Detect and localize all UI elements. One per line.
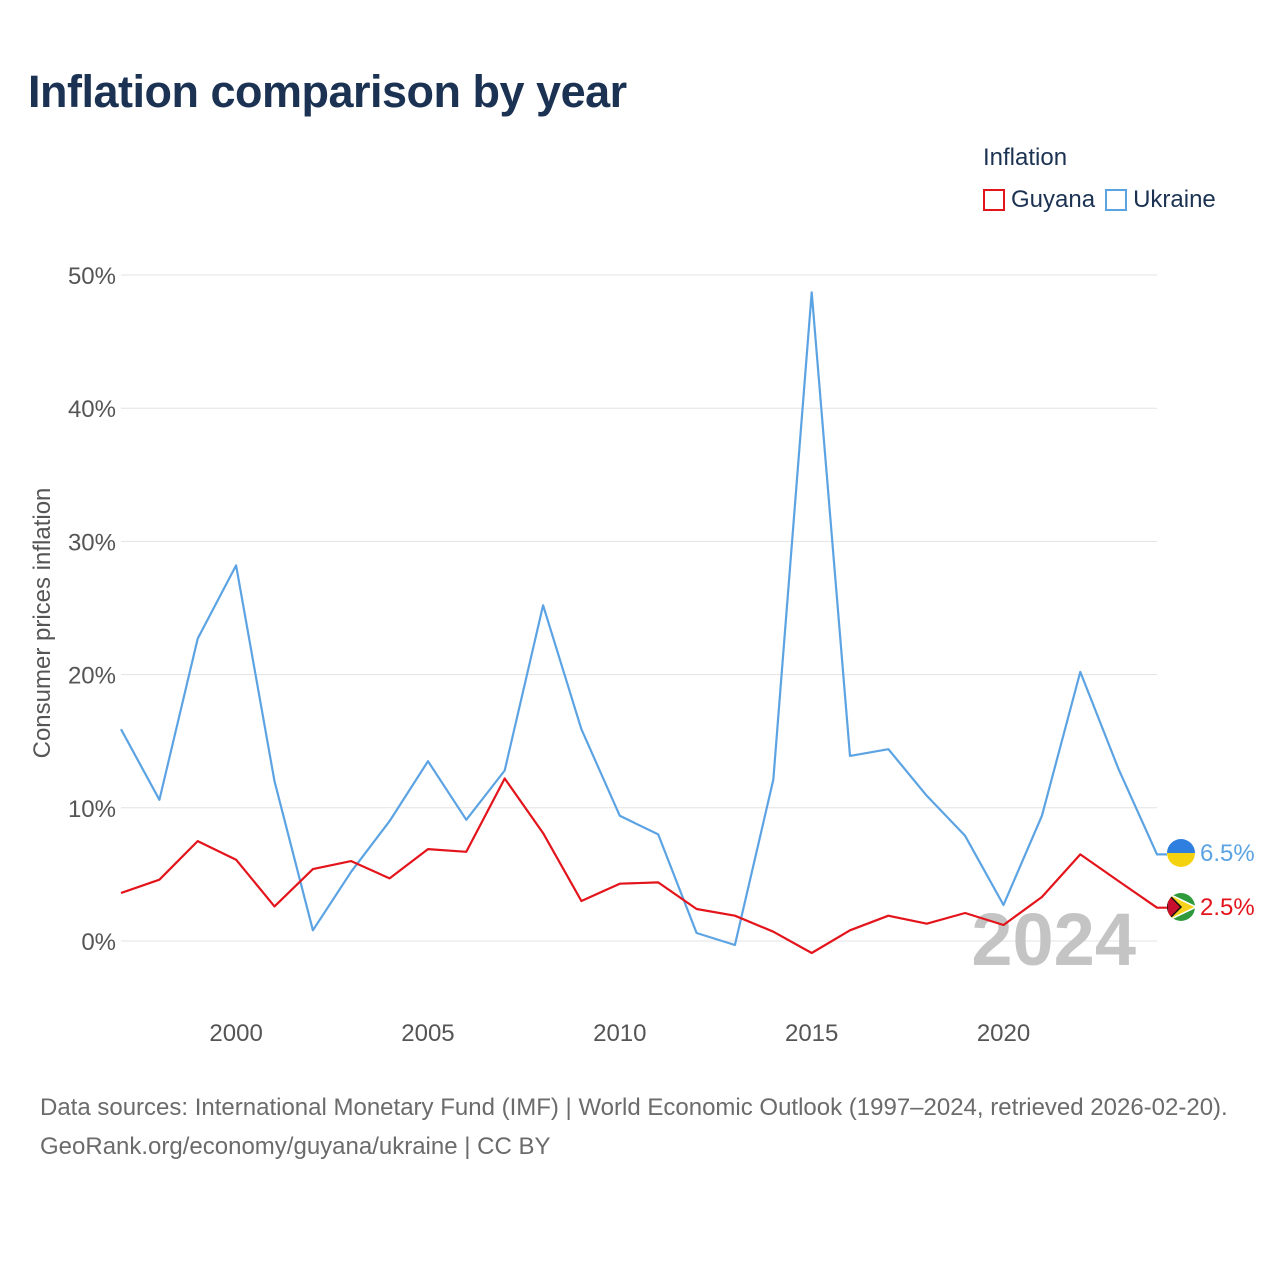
chart-title: Inflation comparison by year — [28, 66, 627, 117]
legend-label-ukraine: Ukraine — [1133, 186, 1216, 213]
x-tick-label: 2010 — [593, 1020, 646, 1047]
gridlines — [121, 274, 1157, 942]
legend-swatch-guyana — [983, 189, 1005, 211]
y-axis-ticks: 0% 10% 20% 30% 40% 50% — [68, 263, 116, 956]
footer: Data sources: International Monetary Fun… — [40, 1088, 1250, 1166]
legend-label-guyana: Guyana — [1011, 186, 1096, 213]
x-axis-ticks: 2000 2005 2010 2015 2020 — [209, 1020, 1030, 1047]
y-axis-label: Consumer prices inflation — [29, 488, 56, 759]
y-tick-label: 20% — [68, 663, 116, 690]
series-line-ukraine[interactable] — [120, 291, 1167, 947]
legend-item-guyana[interactable]: Guyana — [983, 186, 1095, 214]
guyana-flag-icon — [1167, 893, 1195, 921]
y-tick-label: 0% — [81, 929, 116, 956]
inflation-line-chart: 0% 10% 20% 30% 40% 50% 2000 2005 2010 2015 2020 C… — [29, 263, 1255, 1047]
y-tick-label: 40% — [68, 396, 116, 423]
x-tick-label: 2020 — [977, 1020, 1030, 1047]
legend-title: Inflation — [983, 144, 1068, 171]
data-source-note: Data sources: International Monetary Fun… — [40, 1094, 1228, 1121]
year-watermark: 2024 — [971, 898, 1136, 981]
legend-swatch-ukraine — [1105, 189, 1128, 211]
y-tick-label: 10% — [68, 796, 116, 823]
ukraine-flag-icon — [1167, 839, 1195, 867]
y-tick-label: 50% — [68, 263, 116, 290]
series-line-guyana[interactable] — [120, 777, 1167, 955]
x-tick-label: 2005 — [401, 1020, 454, 1047]
x-tick-label: 2015 — [785, 1020, 838, 1047]
x-tick-label: 2000 — [209, 1020, 262, 1047]
series-end-labels: 6.5% 2.5% — [1200, 840, 1255, 921]
legend-item-ukraine[interactable]: Ukraine — [1105, 186, 1216, 214]
end-value-label-ukraine: 6.5% — [1200, 840, 1255, 867]
y-tick-label: 30% — [68, 529, 116, 556]
series-lines — [120, 291, 1167, 955]
legend: Guyana Ukraine — [983, 186, 1226, 214]
credit-link[interactable]: GeoRank.org/economy/guyana/ukraine | CC … — [40, 1133, 551, 1160]
end-value-label-guyana: 2.5% — [1200, 894, 1255, 921]
